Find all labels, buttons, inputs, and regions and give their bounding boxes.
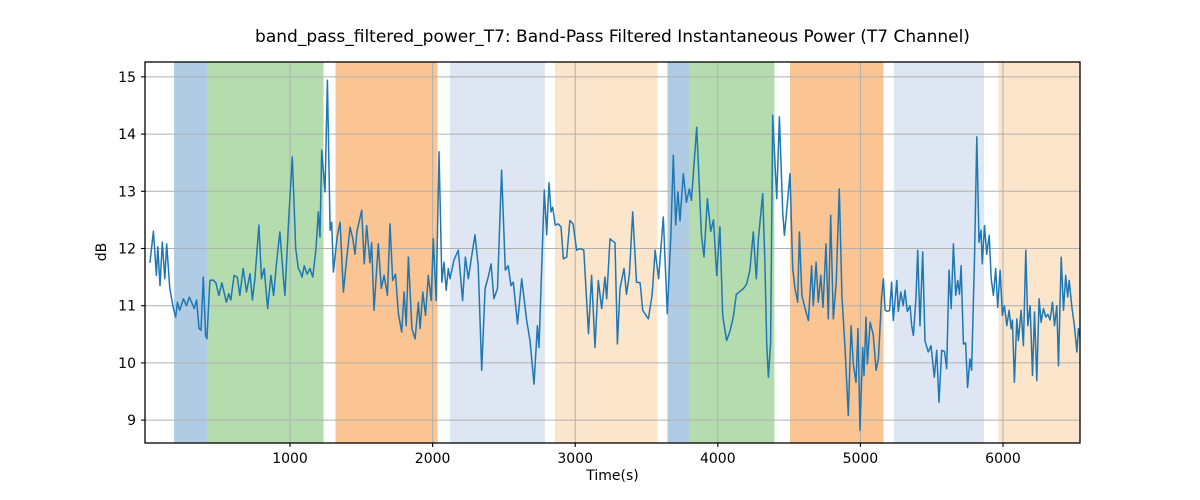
- x-tick-label: 6000: [985, 451, 1021, 467]
- y-tick-label: 15: [118, 70, 136, 86]
- y-axis-label: dB: [94, 242, 110, 262]
- y-tick-label: 14: [118, 127, 136, 143]
- stage-band: [893, 62, 985, 443]
- stage-band: [335, 62, 438, 443]
- stage-band: [174, 62, 208, 443]
- x-tick-label: 4000: [700, 451, 736, 467]
- x-tick-label: 2000: [415, 451, 451, 467]
- stage-band: [450, 62, 545, 443]
- y-tick-label: 11: [118, 299, 136, 315]
- chart-title: band_pass_filtered_power_T7: Band-Pass F…: [255, 27, 970, 47]
- x-tick-label: 5000: [843, 451, 879, 467]
- stage-band: [207, 62, 324, 443]
- axes-frame: [144, 61, 1081, 444]
- stage-band: [689, 62, 775, 443]
- power-line-series: [149, 79, 1081, 432]
- x-axis-label: Time(s): [586, 468, 639, 484]
- x-tick-label: 1000: [272, 451, 308, 467]
- stage-band: [554, 62, 658, 443]
- x-tick-label: 3000: [557, 451, 593, 467]
- y-tick-label: 10: [118, 356, 136, 372]
- y-tick-label: 12: [118, 241, 136, 257]
- stage-band: [998, 62, 1080, 443]
- y-tick-label: 13: [118, 184, 136, 200]
- y-tick-label: 9: [127, 413, 136, 429]
